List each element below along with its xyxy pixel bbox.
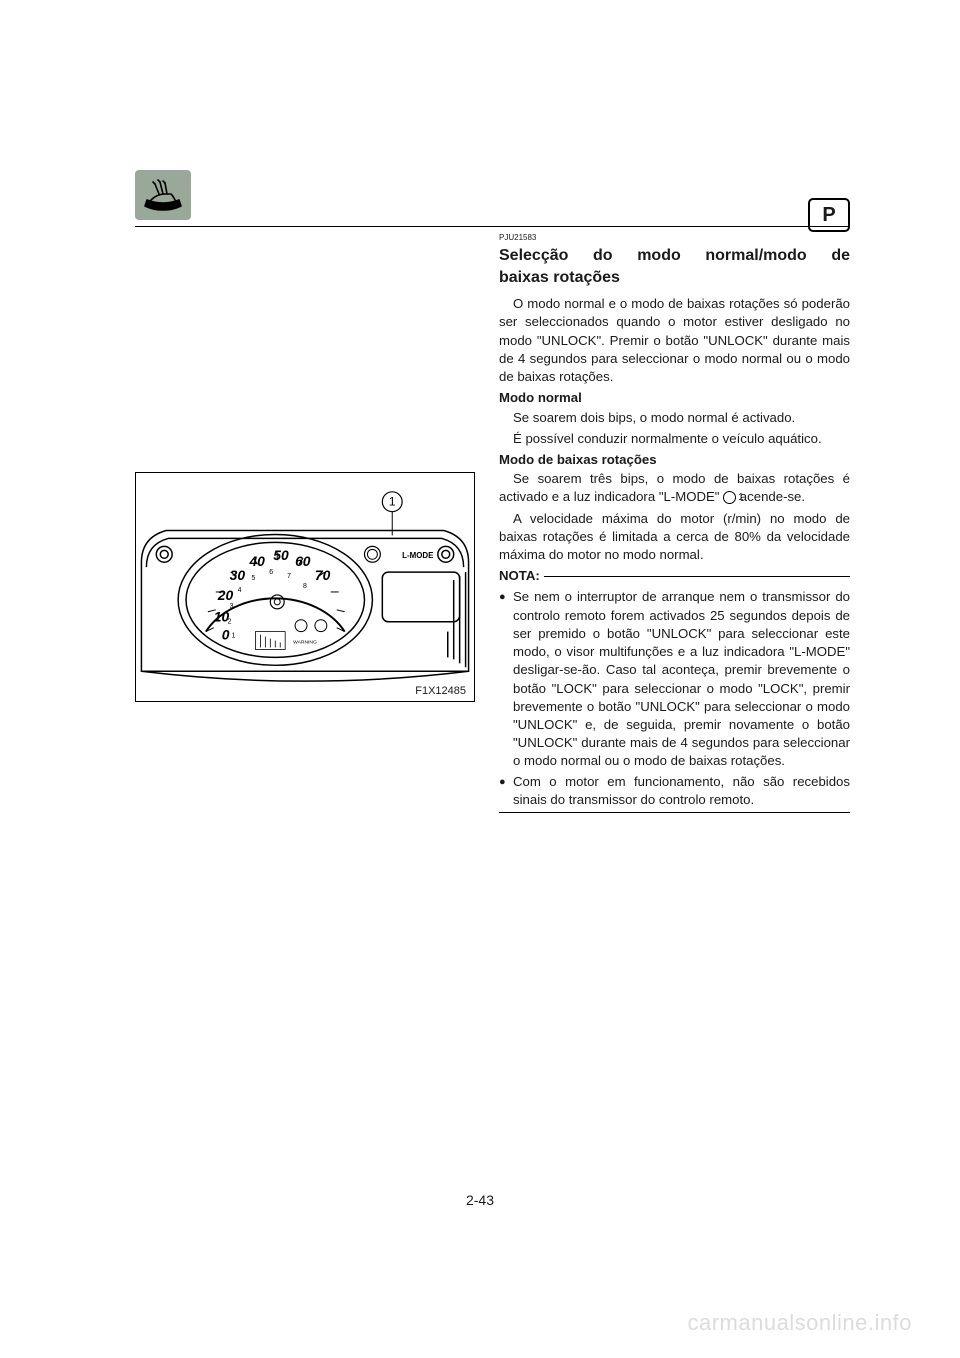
svg-text:6: 6 (269, 569, 273, 576)
nota-heading: NOTA: (499, 567, 850, 585)
svg-text:60: 60 (295, 553, 311, 569)
svg-text:70: 70 (315, 567, 331, 583)
figure-warning-text: WARNING (293, 640, 317, 646)
end-rule (499, 812, 850, 813)
bullet-item-2: ● Com o motor em funcionamento, não são … (499, 773, 850, 809)
right-column: PJU21583 Selecção do modo normal/modo de… (499, 232, 850, 813)
paragraph-3: É possível conduzir normalmente o veícul… (499, 430, 850, 448)
section-title: Selecção do modo normal/modo de baixas r… (499, 245, 850, 289)
subheading-modo-baixas: Modo de baixas rotações (499, 451, 850, 469)
section-title-line1: Selecção do modo normal/modo de (499, 247, 850, 264)
page-number: 2-43 (0, 1192, 960, 1208)
svg-text:40: 40 (248, 553, 265, 569)
svg-text:20: 20 (217, 587, 234, 603)
figure-callout-label: 1 (389, 495, 396, 509)
figure-lmode-text: L-MODE (402, 551, 433, 560)
svg-text:30: 30 (230, 567, 246, 583)
paragraph-4: Se soarem três bips, o modo de baixas ro… (499, 470, 850, 506)
paragraph-4-post: acende-se. (736, 489, 805, 504)
paragraph-2: Se soarem dois bips, o modo normal é act… (499, 409, 850, 427)
svg-text:2: 2 (228, 619, 232, 626)
bullet-item-1: ● Se nem o interruptor de arranque nem o… (499, 588, 850, 770)
svg-text:3: 3 (230, 603, 234, 610)
subheading-modo-normal: Modo normal (499, 389, 850, 407)
language-badge-text: P (822, 204, 835, 227)
watermark: carmanualsonline.info (687, 1310, 912, 1336)
header-separator (135, 226, 850, 227)
svg-text:7: 7 (287, 573, 291, 580)
svg-text:5: 5 (251, 575, 255, 582)
bullet-text-1: Se nem o interruptor de arranque nem o t… (513, 588, 850, 770)
section-title-line2: baixas rotações (499, 267, 850, 289)
svg-text:0: 0 (222, 627, 230, 643)
svg-text:4: 4 (238, 587, 242, 594)
watercraft-icon (135, 170, 191, 220)
bullet-icon: ● (499, 588, 513, 770)
paragraph-1: O modo normal e o modo de baixas rotaçõe… (499, 295, 850, 386)
bullet-icon: ● (499, 773, 513, 809)
section-code: PJU21583 (499, 232, 850, 243)
nota-label: NOTA: (499, 567, 544, 585)
left-column: 1 (135, 232, 475, 813)
paragraph-5: A velocidade máxima do motor (r/min) no … (499, 510, 850, 565)
bullet-text-2: Com o motor em funcionamento, não são re… (513, 773, 850, 809)
figure-dashboard: 1 (135, 472, 475, 702)
nota-rule (544, 576, 850, 577)
svg-text:8: 8 (303, 583, 307, 590)
svg-text:50: 50 (273, 547, 289, 563)
figure-code: F1X12485 (415, 685, 466, 697)
svg-text:1: 1 (232, 633, 236, 640)
circled-ref-1: 1 (723, 491, 736, 504)
